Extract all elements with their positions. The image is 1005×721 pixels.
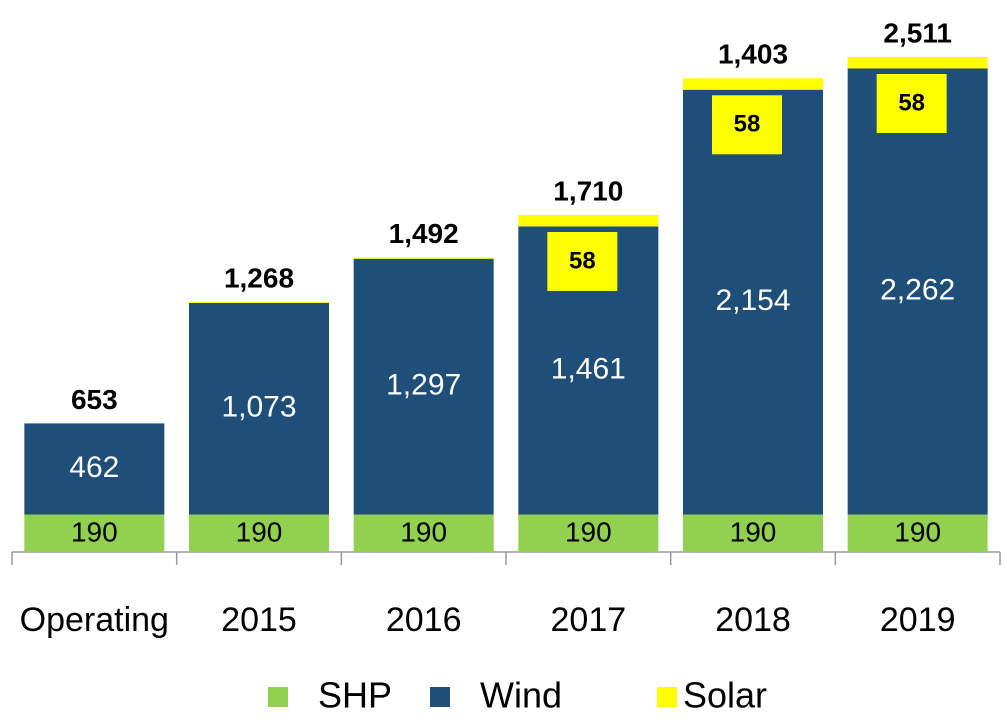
bar-segment	[847, 514, 988, 552]
legend-swatch	[268, 687, 288, 707]
data-label: 190	[71, 517, 118, 548]
bar-segment	[353, 257, 494, 259]
data-label: 462	[69, 451, 119, 484]
data-label: 1,297	[386, 369, 461, 402]
legend-swatch	[657, 687, 677, 707]
bar-segment	[847, 68, 988, 515]
total-label: 2,511	[883, 17, 952, 48]
bar-segment	[683, 78, 823, 90]
x-tick-label: 2017	[551, 601, 627, 639]
bar-segment	[189, 301, 329, 303]
bar-segment	[189, 302, 329, 515]
label-box	[876, 74, 947, 133]
label-box	[547, 231, 618, 291]
x-tick-label: Operating	[20, 601, 169, 639]
bar-segment	[24, 514, 165, 552]
x-tick-label: 2019	[880, 601, 956, 639]
x-tick-label: 2018	[715, 601, 791, 639]
data-label: 190	[730, 517, 777, 548]
bar-segment	[683, 514, 823, 552]
bar-segment	[847, 57, 988, 69]
bar-segment	[24, 423, 165, 515]
label-box	[712, 95, 782, 155]
data-label: 2,154	[715, 284, 790, 317]
legend-swatch	[430, 687, 450, 707]
total-label: 1,710	[553, 175, 623, 206]
data-label: 190	[236, 517, 283, 548]
data-label: 1,073	[221, 391, 296, 424]
bar-segment	[518, 214, 659, 227]
bar-segment	[683, 89, 823, 515]
bar-segment	[518, 514, 659, 552]
legend-label: Wind	[480, 675, 562, 716]
bar-segment	[353, 258, 494, 515]
data-label: 190	[894, 517, 941, 548]
data-label: 58	[734, 111, 761, 138]
x-tick-label: 2015	[221, 601, 297, 639]
legend-label: Solar	[683, 675, 767, 716]
bar-segment	[353, 514, 494, 552]
data-label: 190	[400, 517, 447, 548]
data-label: 2,262	[880, 273, 955, 306]
total-label: 1,268	[224, 262, 294, 293]
x-tick-label: 2016	[386, 601, 462, 639]
data-label: 190	[565, 517, 612, 548]
data-label: 58	[898, 89, 925, 116]
data-label: 58	[569, 247, 596, 274]
total-label: 1,492	[389, 218, 459, 249]
total-label: 1,403	[718, 39, 788, 70]
legend-label: SHP	[318, 675, 392, 716]
total-label: 653	[71, 384, 118, 415]
bar-segment	[189, 514, 329, 552]
data-label: 1,461	[551, 352, 626, 385]
